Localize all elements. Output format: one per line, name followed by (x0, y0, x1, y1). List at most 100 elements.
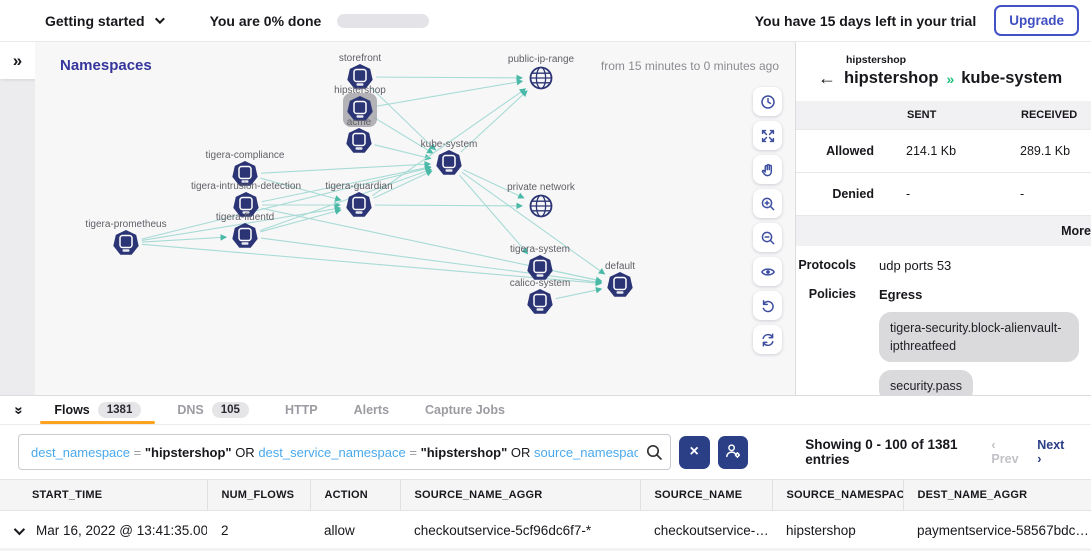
cell-action: allow (310, 510, 400, 551)
prev-page-button[interactable]: ‹ Prev (991, 438, 1019, 466)
graph-edge (261, 164, 432, 203)
service-graph-svg[interactable]: storefront public-ip-range hipstershop acme… (35, 42, 795, 395)
getting-started-menu[interactable]: Getting started (45, 13, 165, 29)
left-collapsed-panel: » (0, 42, 35, 395)
graph-node-tigera-system[interactable]: tigera-system (510, 244, 570, 280)
top-bar: Getting started You are 0% done You have… (0, 0, 1091, 42)
query-segment-op: = (405, 444, 421, 460)
stats-sent: 214.1 Kb (874, 129, 986, 173)
graph-node-label: tigera-prometheus (85, 219, 166, 230)
col-source-name[interactable]: SOURCE_NAME (640, 479, 773, 511)
tab-label: Capture Jobs (425, 403, 505, 417)
trial-countdown-text: You have 15 days left in your trial (754, 12, 977, 29)
tab-alerts[interactable]: Alerts (336, 396, 407, 424)
graph-edge (460, 90, 528, 153)
graph-node-default[interactable]: default (605, 261, 635, 297)
filter-row: dest_namespace = "hipstershop" OR dest_s… (0, 425, 1091, 479)
graph-node-private-network[interactable]: private network (507, 182, 576, 218)
query-segment-field: source_namespace (534, 444, 638, 460)
policy-chip[interactable]: tigera-security.block-alienvault-ipthrea… (879, 312, 1079, 363)
graph-node-label: kube-system (421, 139, 478, 150)
col-source-name-aggr[interactable]: SOURCE_NAME_AGGR (400, 479, 641, 511)
graph-node-tigera-guardian[interactable]: tigera-guardian (325, 181, 393, 217)
col-source-namespace[interactable]: SOURCE_NAMESPACE (772, 479, 904, 511)
graph-edge (371, 88, 527, 197)
user-settings-button[interactable] (717, 435, 749, 469)
pagination-summary: Showing 0 - 100 of 1381 entries (805, 437, 958, 467)
undo-icon[interactable] (753, 291, 782, 320)
upgrade-button[interactable]: Upgrade (994, 5, 1079, 36)
flows-table: START_TIME NUM_FLOWS ACTION SOURCE_NAME_AGG… (0, 479, 1091, 551)
tab-dns[interactable]: DNS 105 (159, 396, 267, 424)
graph-edge (555, 270, 603, 284)
graph-node-calico-system[interactable]: calico-system (510, 278, 571, 314)
col-action[interactable]: ACTION (310, 479, 401, 511)
fit-view-icon[interactable] (753, 121, 782, 150)
graph-node-storefront[interactable]: storefront (339, 53, 381, 89)
refresh-icon[interactable] (753, 325, 782, 354)
edge-detail-panel: hipstershop ← hipstershop » kube-system … (795, 42, 1091, 395)
graph-node-label: storefront (339, 53, 381, 64)
tab-label: DNS (177, 403, 204, 417)
zoom-in-icon[interactable] (753, 189, 782, 218)
clear-filter-button[interactable]: × (678, 435, 710, 469)
tab-flows[interactable]: Flows 1381 (36, 396, 159, 424)
graph-node-acme[interactable]: acme (346, 117, 372, 153)
visibility-icon[interactable] (753, 257, 782, 286)
stats-label: Denied (796, 172, 874, 215)
query-segment-keyword: OR (507, 444, 535, 460)
cell-start-time: Mar 16, 2022 @ 13:41:35.000 (0, 510, 207, 551)
pan-hand-icon[interactable] (753, 155, 782, 184)
tab-capture-jobs[interactable]: Capture Jobs (407, 396, 523, 424)
service-graph-canvas[interactable]: Namespaces from 15 minutes to 0 minutes … (35, 42, 795, 395)
collapse-panel-icon[interactable]: » (10, 405, 28, 415)
graph-node-kube-system[interactable]: kube-system (421, 139, 478, 175)
graph-edge (141, 205, 342, 241)
protocols-label: Protocols (798, 258, 856, 272)
graph-node-label: default (605, 261, 635, 272)
tab-label: Flows (54, 403, 90, 417)
cell-source-name: checkoutservice-… (640, 510, 772, 551)
col-num-flows[interactable]: NUM_FLOWS (207, 479, 311, 511)
graph-node-tigera-intrusion-detection[interactable]: tigera-intrusion-detection (191, 181, 301, 217)
expand-panel-button[interactable]: » (0, 42, 35, 79)
zoom-out-icon[interactable] (753, 223, 782, 252)
clock-icon[interactable] (753, 87, 782, 116)
row-expand-icon[interactable] (13, 523, 26, 536)
graph-edge (374, 202, 523, 210)
graph-node-tigera-compliance[interactable]: tigera-compliance (206, 150, 285, 186)
stats-label: Allowed (796, 129, 874, 173)
progress-bar (337, 13, 430, 28)
col-start-time[interactable]: START_TIME (0, 479, 208, 511)
query-segment-value: "hipstershop" (144, 444, 232, 460)
graph-edge (374, 144, 432, 161)
tab-http[interactable]: HTTP (267, 396, 336, 424)
policy-chip-list: tigera-security.block-alienvault-ipthrea… (879, 312, 1079, 395)
next-page-button[interactable]: Next › (1037, 438, 1065, 466)
back-arrow-icon[interactable]: ← (818, 68, 836, 88)
graph-edge (459, 174, 529, 255)
cell-source-namespace: hipstershop (772, 510, 903, 551)
graph-edge (141, 234, 228, 243)
stats-received: - (986, 172, 1091, 215)
flow-row[interactable]: Mar 16, 2022 @ 13:41:35.000 2 allow checkou… (0, 510, 1091, 551)
policy-chip[interactable]: security.pass (879, 370, 974, 395)
filter-query-text: dest_namespace = "hipstershop" OR dest_s… (31, 445, 638, 460)
policies-direction: Egress (879, 287, 923, 302)
graph-node-tigera-prometheus[interactable]: tigera-prometheus (85, 219, 167, 255)
graph-node-tigera-fluentd[interactable]: tigera-fluentd (216, 212, 274, 248)
graph-edge (260, 208, 342, 233)
graph-node-hipstershop[interactable]: hipstershop (334, 85, 386, 127)
search-icon (645, 443, 663, 464)
col-dest-name-aggr[interactable]: DEST_NAME_AGGR (903, 479, 1091, 511)
stats-row-denied: Denied - - (796, 172, 1091, 215)
graph-edge (373, 170, 433, 199)
bottom-panel: » Flows 1381 DNS 105 HTTP Alerts Capture Jobs … (0, 395, 1091, 551)
more-section-header[interactable]: More (796, 215, 1091, 246)
detail-source: hipstershop (844, 69, 939, 87)
graph-node-label: calico-system (510, 278, 571, 289)
graph-edge (371, 87, 437, 151)
filter-query-input[interactable]: dest_namespace = "hipstershop" OR dest_s… (18, 434, 671, 470)
query-segment-value: "hipstershop" (420, 444, 508, 460)
graph-node-public-ip-range[interactable]: public-ip-range (508, 54, 575, 90)
